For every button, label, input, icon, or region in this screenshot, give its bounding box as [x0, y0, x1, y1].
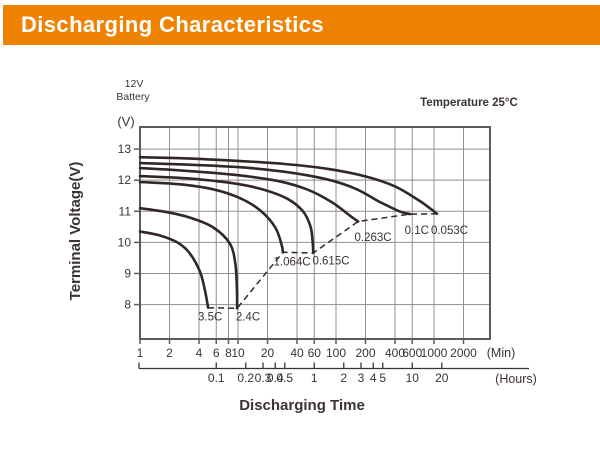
min-tick-label-40: 40 [290, 346, 304, 360]
y-axis-unit: (V) [117, 114, 134, 129]
cutoff-voltage-dashed-line [208, 213, 437, 310]
y-tick-label-12: 12 [118, 173, 132, 187]
min-tick-label-60: 60 [308, 346, 322, 360]
y-tick-label-8: 8 [124, 298, 131, 312]
min-tick-label-2000: 2000 [450, 346, 477, 360]
min-tick-label-4: 4 [196, 346, 203, 360]
x-axis-unit-hours: (Hours) [495, 372, 537, 386]
curve-label-1.064C: 1.064C [273, 257, 310, 269]
x-axis-unit-minutes: (Min) [487, 346, 515, 360]
min-tick-label-100: 100 [326, 346, 346, 360]
hour-tick-label-5: 5 [379, 371, 386, 385]
hour-tick-label-2: 2 [340, 371, 347, 385]
hour-tick-label-0.1: 0.1 [208, 371, 225, 385]
min-tick-label-20: 20 [261, 346, 275, 360]
curve-0.053C [138, 155, 439, 216]
curve-label-0.053C: 0.053C [431, 225, 468, 237]
hour-tick-label-1: 1 [311, 371, 318, 385]
hour-tick-label-0.2: 0.2 [237, 371, 254, 385]
hour-tick-label-20: 20 [435, 371, 449, 385]
page-title: Discharging Characteristics [21, 12, 325, 37]
curve-0.1C [138, 161, 412, 216]
curve-0.263C [138, 166, 360, 223]
discharge-curves [138, 155, 439, 310]
curve-label-0.615C: 0.615C [312, 255, 349, 267]
curve-2.4C [138, 206, 239, 310]
min-tick-label-200: 200 [355, 346, 375, 360]
header-banner: Discharging Characteristics [3, 5, 600, 45]
min-tick-label-1000: 1000 [421, 346, 448, 360]
cutoff-line [208, 213, 437, 310]
curve-3.5C [138, 230, 210, 309]
hour-tick-label-3: 3 [358, 371, 365, 385]
hour-tick-label-0.5: 0.5 [276, 371, 293, 385]
y-tick-label-13: 13 [118, 142, 132, 156]
y-tick-label-9: 9 [124, 266, 131, 280]
hour-tick-label-10: 10 [406, 371, 420, 385]
curve-0.615C [138, 174, 315, 255]
axis-ticks [134, 148, 529, 370]
min-tick-label-2: 2 [166, 346, 173, 360]
temperature-note: Temperature 25°C [420, 97, 518, 109]
curve-label-2.4C: 2.4C [236, 311, 260, 323]
curve-label-3.5C: 3.5C [198, 311, 222, 323]
y-tick-label-10: 10 [118, 235, 132, 249]
curve-label-0.263C: 0.263C [355, 232, 392, 244]
x-axis-title: Discharging Time [239, 397, 365, 414]
min-tick-label-600: 600 [402, 346, 422, 360]
min-tick-label-6: 6 [213, 346, 220, 360]
y-tick-label-11: 11 [119, 204, 132, 218]
min-tick-label-400: 400 [385, 346, 405, 360]
curve-label-0.1C: 0.1C [405, 225, 429, 237]
hour-tick-label-0.4: 0.4 [267, 371, 284, 385]
hour-tick-label-0.3: 0.3 [255, 371, 272, 385]
battery-type-line2: Battery [116, 91, 150, 103]
min-tick-label-1: 1 [137, 346, 144, 360]
curve-1.064C [138, 180, 285, 254]
min-tick-label-8: 8 [225, 346, 232, 360]
y-axis-title: Terminal Voltage(V) [67, 162, 84, 301]
hour-tick-label-4: 4 [370, 371, 377, 385]
battery-type-line1: 12V [125, 78, 144, 90]
min-tick-label-10: 10 [231, 346, 245, 360]
